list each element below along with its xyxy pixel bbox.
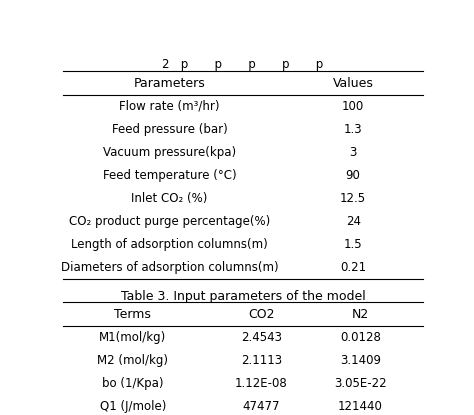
Text: 121440: 121440 [338, 400, 383, 413]
Text: 3: 3 [349, 146, 357, 159]
Text: Values: Values [333, 77, 374, 90]
Text: 0.21: 0.21 [340, 261, 366, 274]
Text: 1.5: 1.5 [344, 238, 363, 251]
Text: N2: N2 [352, 308, 369, 320]
Text: 3.05E-22: 3.05E-22 [334, 376, 387, 390]
Text: Parameters: Parameters [134, 77, 205, 90]
Text: 90: 90 [346, 169, 361, 182]
Text: 100: 100 [342, 100, 364, 113]
Text: 2.1113: 2.1113 [241, 354, 282, 366]
Text: CO₂ product purge percentage(%): CO₂ product purge percentage(%) [69, 215, 270, 228]
Text: Feed pressure (bar): Feed pressure (bar) [111, 123, 228, 136]
Text: Terms: Terms [114, 308, 151, 320]
Text: bo (1/Kpa): bo (1/Kpa) [102, 376, 164, 390]
Text: 2   p       p       p       p       p: 2 p p p p p [162, 58, 324, 71]
Text: Table 3. Input parameters of the model: Table 3. Input parameters of the model [120, 290, 365, 303]
Text: Q1 (J/mole): Q1 (J/mole) [100, 400, 166, 413]
Text: CO2: CO2 [248, 308, 274, 320]
Text: M2 (mol/kg): M2 (mol/kg) [97, 354, 168, 366]
Text: Feed temperature (°C): Feed temperature (°C) [103, 169, 236, 182]
Text: 3.1409: 3.1409 [340, 354, 381, 366]
Text: Vacuum pressure(kpa): Vacuum pressure(kpa) [103, 146, 236, 159]
Text: Length of adsorption columns(m): Length of adsorption columns(m) [71, 238, 268, 251]
Text: 2.4543: 2.4543 [241, 331, 282, 344]
Text: Flow rate (m³/hr): Flow rate (m³/hr) [119, 100, 220, 113]
Text: 12.5: 12.5 [340, 192, 366, 205]
Text: 0.0128: 0.0128 [340, 331, 381, 344]
Text: M1(mol/kg): M1(mol/kg) [99, 331, 166, 344]
Text: Diameters of adsorption columns(m): Diameters of adsorption columns(m) [61, 261, 278, 274]
Text: 47477: 47477 [243, 400, 280, 413]
Text: Inlet CO₂ (%): Inlet CO₂ (%) [131, 192, 208, 205]
Text: 1.3: 1.3 [344, 123, 363, 136]
Text: 1.12E-08: 1.12E-08 [235, 376, 288, 390]
Text: 24: 24 [346, 215, 361, 228]
